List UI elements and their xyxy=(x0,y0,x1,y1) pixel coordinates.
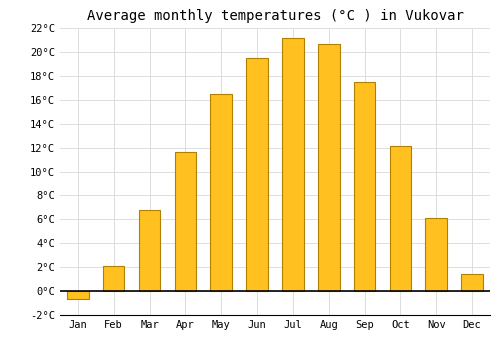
Bar xyxy=(462,274,483,291)
Bar xyxy=(318,43,340,291)
Bar xyxy=(174,152,196,291)
Bar xyxy=(210,94,232,291)
Bar xyxy=(282,37,304,291)
Bar xyxy=(246,58,268,291)
Bar xyxy=(426,218,447,291)
Bar xyxy=(390,146,411,291)
Bar xyxy=(103,266,124,291)
Bar xyxy=(139,210,160,291)
Title: Average monthly temperatures (°C ) in Vukovar: Average monthly temperatures (°C ) in Vu… xyxy=(86,9,464,23)
Bar xyxy=(354,82,376,291)
Bar xyxy=(67,291,88,300)
